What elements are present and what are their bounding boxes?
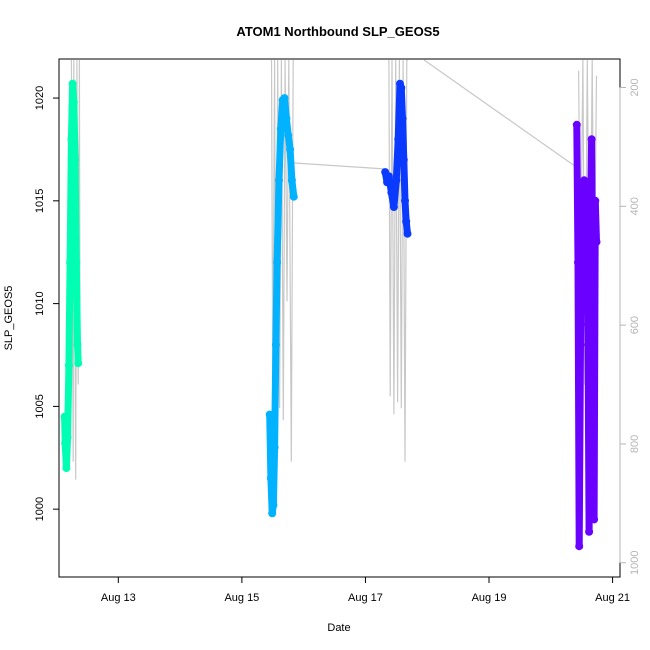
slp-series-2-point (266, 474, 275, 483)
y-tick-label: 1015 (34, 189, 46, 213)
plot-marks (60, 59, 601, 551)
slp-series-4-point (591, 196, 600, 205)
altitude-trace-series (70, 59, 598, 480)
slp-series-4 (572, 120, 601, 551)
slp-series-1-point (71, 155, 80, 164)
slp-series-2-point (270, 443, 279, 452)
slp-series-4-point (586, 217, 595, 226)
slp-series-4-point (580, 176, 589, 185)
altitude-trace-segment-5 (423, 59, 576, 167)
slp-series-4-point (590, 515, 599, 524)
slp-series-4-point (583, 320, 592, 329)
slp-series-4-point (581, 237, 590, 246)
slp-series-3-point (384, 172, 393, 181)
slp-series-2-point (269, 501, 278, 510)
slp-series-3-point (394, 135, 403, 144)
x-tick-label: Aug 15 (224, 592, 259, 604)
slp-series-1-point (73, 340, 82, 349)
y2-tick-label: 200 (629, 78, 641, 96)
chart-title: ATOM1 Northbound SLP_GEOS5 (236, 24, 439, 39)
slp-series-4-point (588, 299, 597, 308)
slp-series-2-point (289, 192, 298, 201)
x-axis-title: Date (327, 622, 350, 634)
slp-series-1-point (67, 135, 76, 144)
slp-series-3-point (392, 176, 401, 185)
slp-series-4-point (572, 120, 581, 129)
slp-series-2 (265, 94, 298, 518)
slp-series-1-point (69, 98, 78, 107)
y-axis: 1000 1005 1010 1015 1020 (34, 86, 60, 521)
y2-tick-label: 400 (629, 197, 641, 215)
y2-tick-label: 800 (629, 435, 641, 453)
slp-series-4-point (592, 237, 601, 246)
slp-series-2-point (275, 176, 283, 185)
slp-series-2-point (282, 114, 291, 123)
altitude-trace-segment-2 (270, 59, 294, 462)
slp-series-4-point (577, 207, 586, 216)
slp-series-3-point (399, 155, 408, 164)
slp-series-1-point (66, 258, 75, 267)
slp-series-4-point (576, 340, 585, 349)
slp-series-4-point (582, 186, 591, 195)
slp-series-2-point (268, 509, 277, 518)
slp-series-2-point (276, 124, 285, 133)
slp-series-4-point (574, 258, 582, 267)
x-tick-label: Aug 13 (101, 592, 136, 604)
altitude-trace-segment-4 (388, 59, 409, 462)
slp-series-3-point (403, 229, 412, 238)
slp-series-3-point (402, 217, 411, 226)
slp-series-1 (60, 79, 83, 473)
x-tick-label: Aug 21 (595, 592, 630, 604)
plot-area-frame (58, 58, 621, 578)
slp-series-2-point (265, 410, 274, 419)
x-axis: Aug 13 Aug 15 Aug 17 Aug 19 Aug 21 (101, 576, 630, 604)
slp-series-4-point (575, 542, 584, 551)
y2-tick-label: 1000 (629, 551, 641, 575)
slp-series-2-point (271, 340, 280, 349)
x-tick-label: Aug 19 (472, 592, 507, 604)
slp-series-1-point (62, 464, 71, 473)
slp-series-4-point (587, 135, 596, 144)
y-tick-label: 1020 (34, 86, 46, 110)
slp-series-1-point (72, 258, 81, 267)
y-tick-label: 1010 (34, 291, 46, 315)
slp-series-4-point (585, 527, 594, 536)
slp-series-2-line (266, 94, 298, 517)
slp-series-3-point (397, 83, 406, 92)
slp-series-1-point (60, 412, 69, 421)
slp-series-2-point (286, 145, 295, 154)
slp-series-1-point (63, 433, 72, 442)
altitude-trace-segment-3 (294, 162, 385, 170)
y2-axis: 200 400 600 800 1000 (619, 78, 641, 575)
slp-series-3 (381, 79, 412, 238)
y-tick-label: 1000 (34, 497, 46, 521)
slp-series-1-point (74, 359, 83, 368)
slp-series-3-point (389, 203, 398, 211)
slp-series-3-point (383, 178, 392, 187)
slp-series-2-point (273, 258, 282, 267)
slp-series-2-point (280, 94, 289, 103)
y-tick-label: 1005 (34, 394, 46, 418)
slp-series-3-point (398, 114, 407, 123)
slp-series-3-point (401, 196, 409, 205)
slp-series-4-point (578, 279, 587, 288)
slp-series-2-point (284, 131, 293, 140)
y-axis-title: SLP_GEOS5 (3, 286, 15, 351)
y2-tick-label: 600 (629, 316, 641, 334)
slp-series-1-point (68, 79, 77, 88)
slp-series-2-point (287, 176, 296, 185)
slp-series-1-point (61, 439, 70, 448)
slp-series-1-point (64, 361, 73, 370)
slp-series-3-point (387, 188, 396, 197)
x-tick-label: Aug 17 (348, 592, 383, 604)
